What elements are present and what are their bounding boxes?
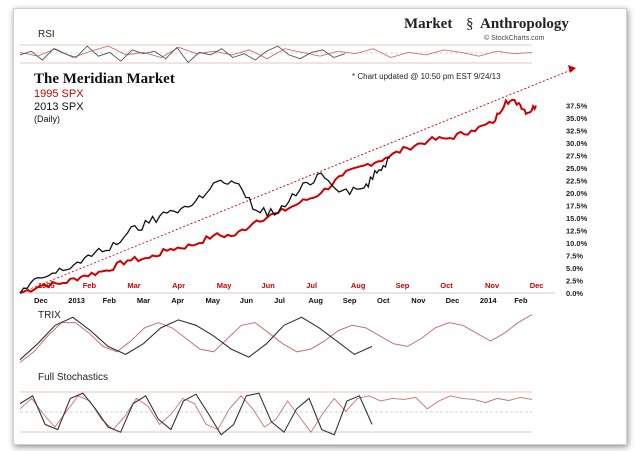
y-tick-label: 0.0% bbox=[566, 289, 583, 298]
x-tick-label-2013: Sep bbox=[343, 296, 357, 305]
x-tick-label-1995: Jun bbox=[262, 281, 276, 290]
trendline bbox=[19, 67, 577, 294]
x-tick-label-2013: Feb bbox=[103, 296, 117, 305]
x-tick-label-2013: Feb bbox=[514, 296, 528, 305]
x-tick-label-2013: Dec bbox=[34, 296, 48, 305]
stoch-label: Full Stochastics bbox=[38, 372, 108, 383]
x-tick-label-1995: 1995 bbox=[38, 281, 55, 290]
series-line-1995 bbox=[19, 98, 537, 294]
y-tick-label: 32.5% bbox=[566, 127, 588, 136]
stoch-series-group bbox=[19, 392, 533, 436]
series-line-2013 bbox=[19, 157, 390, 294]
x-tick-label-2013: 2014 bbox=[480, 296, 498, 305]
y-tick-label: 30.0% bbox=[566, 139, 588, 148]
y-tick-label: 22.5% bbox=[566, 177, 588, 186]
trendline-arrow-icon bbox=[568, 65, 576, 73]
legend-2013: 2013 SPX bbox=[34, 101, 84, 113]
x-tick-label-1995: Aug bbox=[351, 281, 366, 290]
y-tick-label: 7.5% bbox=[566, 252, 583, 261]
y-tick-label: 25.0% bbox=[566, 164, 588, 173]
brand-dna-icon: § bbox=[466, 16, 474, 32]
y-tick-label: 20.0% bbox=[566, 189, 588, 198]
stoch-line-1995 bbox=[19, 395, 533, 433]
y-tick-label: 37.5% bbox=[566, 102, 588, 111]
main-plot: 37.5% 35.0% 32.5% 30.0% 27.5% 25.0% 22.5% 20.0%… bbox=[19, 65, 588, 305]
legend-1995: 1995 SPX bbox=[34, 88, 84, 100]
x-tick-label-2013: Apr bbox=[171, 296, 184, 305]
x-tick-label-1995: Feb bbox=[83, 281, 97, 290]
brand-word2: Anthropology bbox=[480, 16, 569, 32]
x-tick-label-2013: Mar bbox=[137, 296, 150, 305]
x-tick-label-2013: Jul bbox=[274, 296, 285, 305]
stoch-line-2013 bbox=[19, 392, 373, 436]
y-tick-label: 35.0% bbox=[566, 114, 588, 123]
x-tick-label-2013: 2013 bbox=[68, 296, 85, 305]
y-tick-label: 12.5% bbox=[566, 227, 588, 236]
y-tick-label: 15.0% bbox=[566, 214, 588, 223]
y-tick-label: 2.5% bbox=[566, 277, 583, 286]
x-tick-label-2013: Jun bbox=[240, 296, 254, 305]
x-tick-label-1995: Mar bbox=[127, 281, 140, 290]
x-tick-label-2013: Aug bbox=[308, 296, 323, 305]
trix-series-group bbox=[19, 314, 533, 363]
rsi-line-2013 bbox=[19, 45, 346, 64]
chart-frame bbox=[13, 8, 627, 445]
trix-line-2013 bbox=[19, 316, 373, 361]
y-tick-label: 5.0% bbox=[566, 264, 583, 273]
x-tick-label-1995: Oct bbox=[440, 281, 453, 290]
brand-word1: Market bbox=[404, 16, 452, 32]
x-tick-label-2013: Oct bbox=[377, 296, 390, 305]
brand-credit: © StockCharts.com bbox=[484, 34, 545, 42]
trix-line-1995 bbox=[19, 314, 533, 363]
x-tick-label-1995: Sep bbox=[396, 281, 410, 290]
x-tick-label-2013: Dec bbox=[446, 296, 460, 305]
rsi-line-1995 bbox=[19, 45, 533, 60]
chart-title: The Meridian Market bbox=[34, 71, 175, 87]
x-tick-label-1995: Jul bbox=[306, 281, 317, 290]
x-tick-label-1995: May bbox=[217, 281, 232, 290]
trix-label: TRIX bbox=[38, 310, 61, 321]
rsi-label: RSI bbox=[38, 29, 55, 40]
x-tick-label-1995: Nov bbox=[485, 281, 500, 290]
y-tick-label: 27.5% bbox=[566, 152, 588, 161]
x-tick-label-1995: Dec bbox=[530, 281, 544, 290]
x-tick-label-2013: Nov bbox=[411, 296, 426, 305]
x-tick-label-2013: May bbox=[206, 296, 221, 305]
x-tick-label-1995: Apr bbox=[172, 281, 185, 290]
y-tick-label: 10.0% bbox=[566, 239, 588, 248]
update-note: * Chart updated @ 10:50 pm EST 9/24/13 bbox=[352, 72, 501, 81]
y-tick-label: 17.5% bbox=[566, 202, 588, 211]
rsi-series-group bbox=[19, 45, 533, 64]
daily-label: (Daily) bbox=[34, 114, 60, 124]
